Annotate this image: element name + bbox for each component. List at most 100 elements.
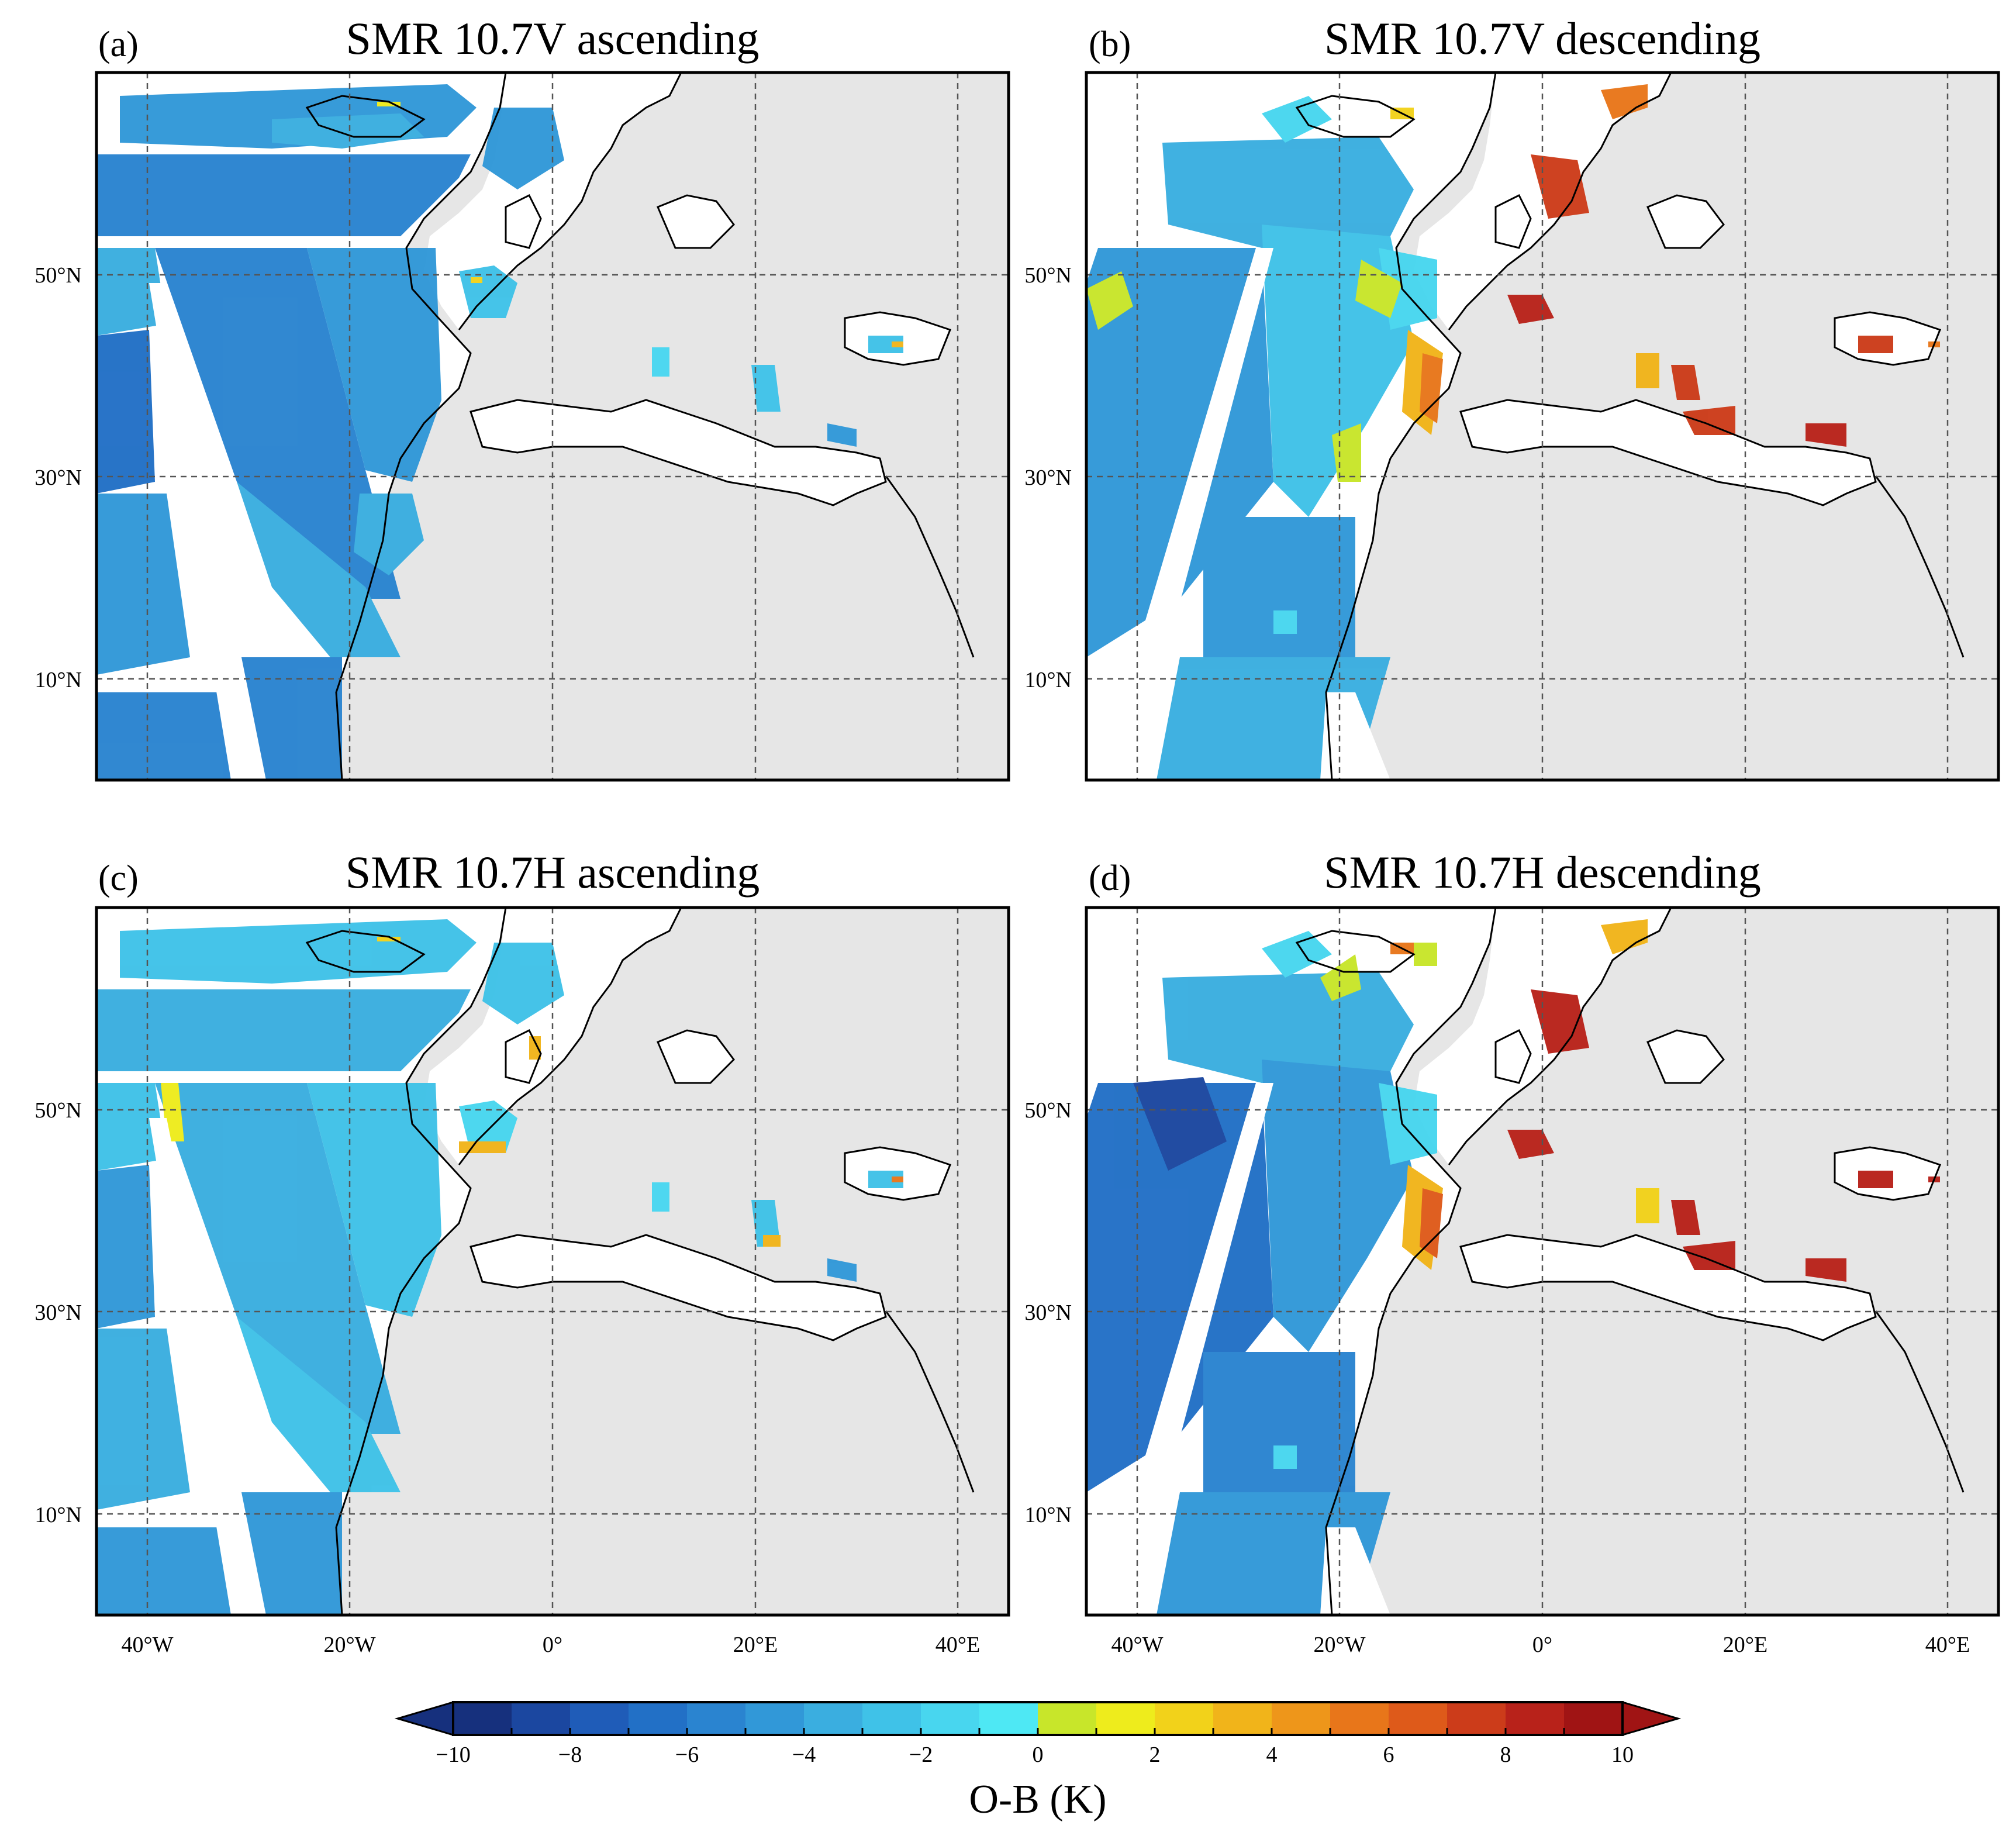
- panel-b: (b) SMR 10.7V descending: [1024, 13, 2000, 782]
- lon-tick-label: 40°W: [1111, 1633, 1163, 1657]
- lon-axis: 40°W 20°W 0° 20°E 40°E: [121, 1633, 980, 1657]
- panel-letter: (b): [1089, 25, 1131, 64]
- map-border: [95, 71, 1010, 782]
- colorbar-swatches: [453, 1702, 1623, 1735]
- lat-tick-label: 10°N: [1024, 1503, 1072, 1527]
- colorbar-swatch: [629, 1702, 688, 1735]
- colorbar: −10 −8 −6 −4 −2 0 2 4 6 8 10 O-B (K): [394, 1700, 1682, 1822]
- ocean-area: [658, 1030, 734, 1083]
- colorbar-swatch: [1155, 1702, 1214, 1735]
- graticule: [96, 73, 1009, 780]
- colorbar-swatch: [862, 1702, 921, 1735]
- map-border: [1085, 71, 2000, 782]
- colorbar-tick-label: −6: [675, 1743, 699, 1767]
- colorbar-ticks: −10 −8 −6 −4 −2 0 2 4 6 8 10: [436, 1728, 1634, 1767]
- lon-tick-label: 40°E: [1925, 1633, 1970, 1657]
- lat-tick-label: 30°N: [34, 1300, 82, 1325]
- lon-axis: 40°W 20°W 0° 20°E 40°E: [1111, 1633, 1970, 1657]
- lat-tick-label: 50°N: [1024, 263, 1072, 288]
- colorbar-swatch: [1272, 1702, 1331, 1735]
- coastlines: [1295, 908, 1965, 1615]
- panel-title: SMR 10.7H ascending: [346, 847, 760, 898]
- ocean-area: [471, 400, 886, 505]
- ocean-area: [1461, 1235, 1876, 1340]
- colorbar-swatch: [570, 1702, 629, 1735]
- map-frame-b: [1086, 73, 1998, 780]
- graticule: [1086, 908, 1998, 1615]
- colorbar-tick-label: 10: [1611, 1743, 1634, 1767]
- swath-gap: [1320, 692, 1390, 780]
- ob-data-field: [96, 84, 903, 780]
- colorbar-tick-label: −8: [558, 1743, 582, 1767]
- colorbar-swatch: [804, 1702, 863, 1735]
- map-frame-d: [1086, 908, 1998, 1615]
- map-frame-c: [96, 908, 1009, 1615]
- colorbar-swatch: [453, 1702, 512, 1735]
- map-border: [95, 906, 1010, 1617]
- ocean-area: [471, 1235, 886, 1340]
- colorbar-swatch: [921, 1702, 980, 1735]
- lat-tick-label: 50°N: [34, 1098, 82, 1123]
- lat-tick-label: 50°N: [34, 263, 82, 288]
- colorbar-swatch: [1564, 1702, 1623, 1735]
- colorbar-tick-label: −10: [436, 1743, 470, 1767]
- swath-gap: [149, 283, 266, 780]
- colorbar-tick-label: 8: [1500, 1743, 1511, 1767]
- colorbar-swatch: [1213, 1702, 1272, 1735]
- lat-tick-label: 50°N: [1024, 1098, 1072, 1123]
- colorbar-swatch: [512, 1702, 571, 1735]
- colorbar-tick-label: 6: [1383, 1743, 1394, 1767]
- colorbar-swatch: [1038, 1702, 1097, 1735]
- lon-tick-label: 20°E: [1723, 1633, 1768, 1657]
- map-frame-a: [96, 73, 1009, 780]
- lon-tick-label: 20°W: [323, 1633, 375, 1657]
- panel-title: SMR 10.7H descending: [1324, 847, 1760, 898]
- lon-tick-label: 0°: [543, 1633, 562, 1657]
- lat-axis: 10°N 30°N 50°N: [1024, 263, 1072, 692]
- lat-tick-label: 10°N: [34, 1503, 82, 1527]
- coastlines: [305, 908, 975, 1615]
- lat-tick-label: 30°N: [1024, 465, 1072, 490]
- colorbar-tick-label: −4: [792, 1743, 816, 1767]
- colorbar-swatch: [1096, 1702, 1155, 1735]
- colorbar-swatch: [1389, 1702, 1448, 1735]
- ocean-area: [1648, 195, 1724, 248]
- ocean-area: [1461, 400, 1876, 505]
- lon-tick-label: 20°E: [733, 1633, 778, 1657]
- colorbar-swatch: [1330, 1702, 1389, 1735]
- lon-tick-label: 40°W: [121, 1633, 173, 1657]
- panel-title: SMR 10.7V ascending: [346, 13, 759, 64]
- colorbar-min-extend-arrow: [394, 1700, 454, 1737]
- colorbar-max-extend-arrow: [1621, 1700, 1682, 1737]
- swath-gap: [1098, 1083, 1273, 1615]
- lon-tick-label: 40°E: [935, 1633, 980, 1657]
- panel-letter: (c): [98, 858, 139, 898]
- panel-letter: (d): [1089, 858, 1131, 898]
- coastlines: [305, 73, 975, 780]
- panel-letter: (a): [98, 25, 139, 64]
- colorbar-swatch: [687, 1702, 746, 1735]
- lat-axis: 10°N 30°N 50°N: [34, 263, 82, 692]
- colorbar-swatch: [979, 1702, 1038, 1735]
- lat-axis: 10°N 30°N 50°N: [1024, 1098, 1072, 1527]
- panel-title: SMR 10.7V descending: [1324, 13, 1760, 64]
- colorbar-swatch: [1447, 1702, 1506, 1735]
- lat-tick-label: 10°N: [1024, 668, 1072, 692]
- ocean-area: [658, 195, 734, 248]
- colorbar-tick-label: −2: [909, 1743, 933, 1767]
- lat-tick-label: 30°N: [1024, 1300, 1072, 1325]
- swath-gap: [1098, 248, 1273, 780]
- graticule: [1086, 73, 1998, 780]
- lon-tick-label: 0°: [1532, 1633, 1552, 1657]
- colorbar-tick-label: 0: [1033, 1743, 1044, 1767]
- colorbar-tick-label: 2: [1149, 1743, 1161, 1767]
- swath-gap: [1320, 1527, 1390, 1615]
- lat-tick-label: 30°N: [34, 465, 82, 490]
- lon-tick-label: 20°W: [1313, 1633, 1365, 1657]
- ocean-area: [1648, 1030, 1724, 1083]
- colorbar-swatch: [1506, 1702, 1565, 1735]
- lat-axis: 10°N 30°N 50°N: [34, 1098, 82, 1527]
- panel-a: (a) SMR 10.7V ascending: [34, 13, 1010, 782]
- panel-d: (d) SMR 10.7H descending: [1024, 847, 2000, 1657]
